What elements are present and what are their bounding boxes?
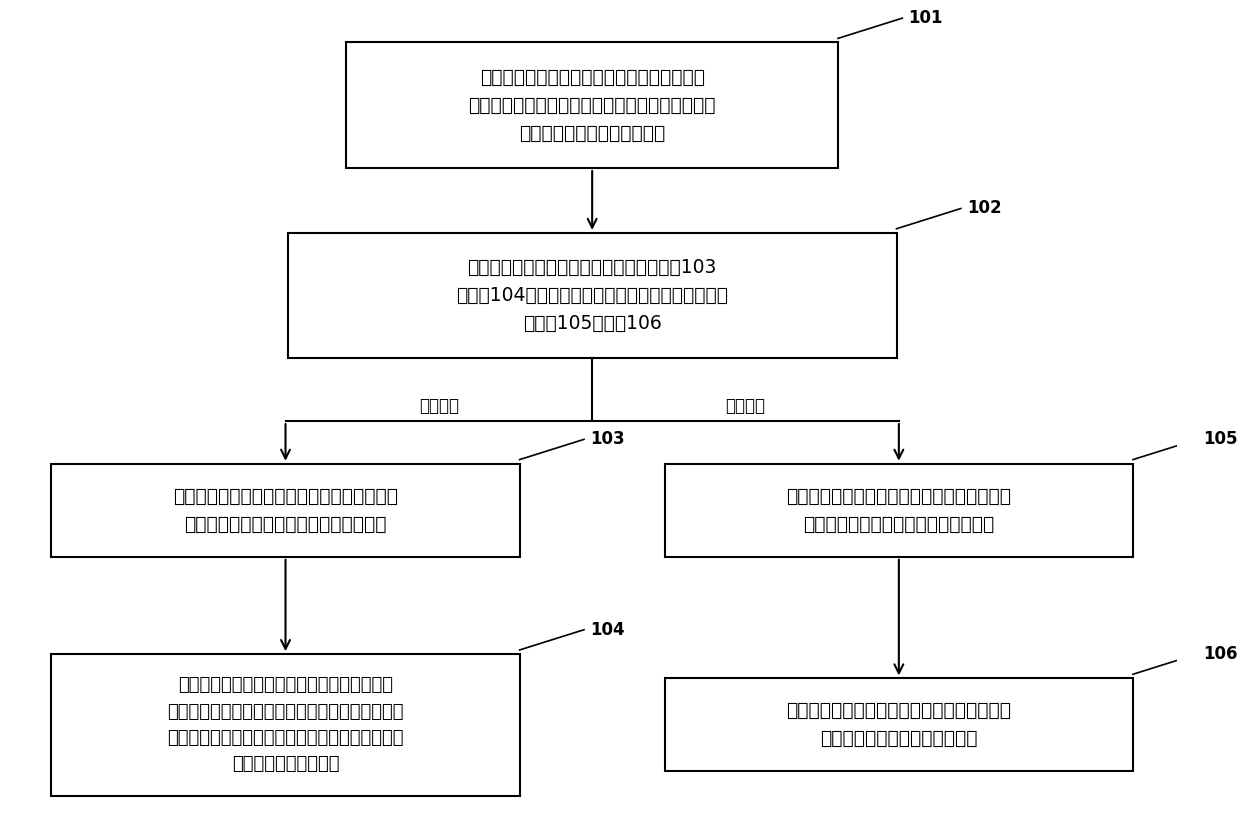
Text: 根据傅里叶基稀疏矩阵恢复算法将低维信号恢
复为压缩感知采样前的第一高维采样信号: 根据傅里叶基稀疏矩阵恢复算法将低维信号恢 复为压缩感知采样前的第一高维采样信号 (174, 487, 398, 534)
FancyBboxPatch shape (51, 464, 520, 557)
Text: 103: 103 (590, 431, 625, 448)
Text: 若接收到的低维信号为稳态信号，执行步骤103
和步骤104，若接收到的低维信号为暂态信号，则执
行步骤105和步骤106: 若接收到的低维信号为稳态信号，执行步骤103 和步骤104，若接收到的低维信号为… (456, 258, 728, 333)
FancyBboxPatch shape (665, 678, 1133, 771)
Text: 102: 102 (967, 200, 1002, 218)
Text: 根据随机高斯测量矩阵对获取到的电力负荷信
号进行实时压缩感知采样，得到的包含全部信号信
息的低维信号并传输至接收端: 根据随机高斯测量矩阵对获取到的电力负荷信 号进行实时压缩感知采样，得到的包含全部… (469, 68, 715, 143)
FancyBboxPatch shape (346, 42, 838, 168)
FancyBboxPatch shape (665, 464, 1133, 557)
Text: 101: 101 (908, 9, 942, 27)
Text: 暂态信号: 暂态信号 (725, 397, 765, 415)
Text: 根据第二高维采样信号获取暂态信号电压和暂
态信号电流，建立负荷动态模型: 根据第二高维采样信号获取暂态信号电压和暂 态信号电流，建立负荷动态模型 (786, 701, 1012, 748)
Text: 根据第一高维采样信号获取信号电气量参数，
信号电气量参数包括：信号电压有效值、信号电流
有效值、信号有功功率、信号无功功率、频率和谐
波，建立负荷静态模型: 根据第一高维采样信号获取信号电气量参数， 信号电气量参数包括：信号电压有效值、信… (167, 676, 404, 774)
FancyBboxPatch shape (288, 233, 897, 358)
Text: 根据小波基稀疏矩阵恢复算法将低维信号恢复
为压缩感知采样前的第二高维采样信号: 根据小波基稀疏矩阵恢复算法将低维信号恢复 为压缩感知采样前的第二高维采样信号 (786, 487, 1012, 534)
FancyBboxPatch shape (51, 654, 520, 796)
Text: 105: 105 (1203, 431, 1238, 448)
Text: 104: 104 (590, 620, 625, 639)
Text: 稳态信号: 稳态信号 (419, 397, 459, 415)
Text: 106: 106 (1203, 645, 1238, 663)
